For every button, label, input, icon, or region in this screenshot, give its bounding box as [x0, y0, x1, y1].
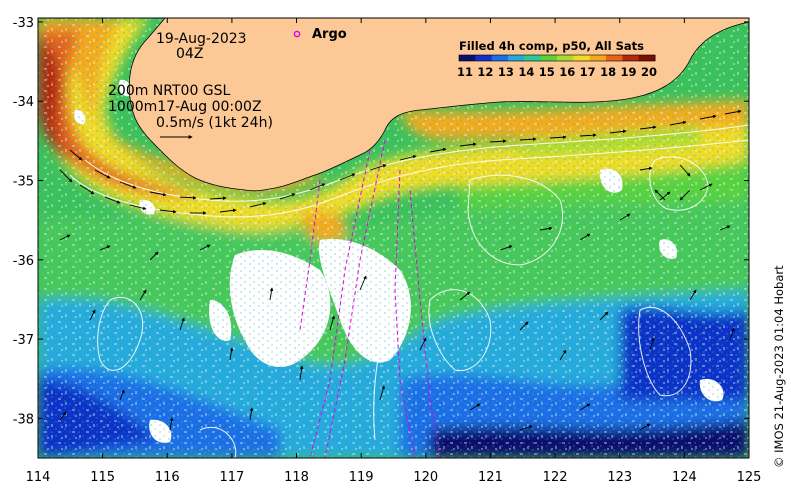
credit-line: © IMOS 21-Aug-2023 01:04 Hobart: [772, 265, 786, 468]
lat-tick-label: -38: [13, 412, 34, 427]
colorbar-tick-label: 20: [641, 65, 657, 79]
colorbar-swatch: [475, 55, 493, 61]
map-date: 19-Aug-2023: [156, 31, 247, 47]
argo-tracks: [299, 139, 441, 458]
lon-tick-label: 125: [737, 470, 762, 485]
colorbar-swatch: [557, 55, 574, 61]
colorbar-tick-label: 18: [600, 65, 616, 79]
colorbar-tick-label: 13: [498, 65, 514, 79]
lon-tick-label: 121: [478, 470, 503, 485]
colorbar-tick-label: 11: [457, 65, 473, 79]
colorbar-swatch: [491, 55, 509, 61]
lon-tick-label: 123: [607, 470, 632, 485]
lat-tick-label: -36: [13, 254, 34, 269]
colorbar-swatch: [589, 55, 607, 61]
colorbar-swatch: [573, 55, 591, 61]
plot-frame: [37, 17, 750, 459]
colorbar-swatch: [508, 55, 525, 61]
contour-info-line1: 200m NRT00 GSL: [108, 83, 231, 99]
sst-field: [38, 18, 749, 458]
colorbar-swatch: [622, 55, 640, 61]
lon-tick-label: 122: [543, 470, 568, 485]
lat-tick-label: -34: [13, 95, 34, 110]
map-time: 04Z: [176, 46, 203, 62]
colorbar-tick-label: 14: [518, 65, 534, 79]
axes: 114 115 116 117 118 119 120 121 122 123 124 125 -33 -…: [13, 16, 762, 485]
current-vectors: [59, 109, 742, 431]
colorbar-tick-label: 19: [621, 65, 637, 79]
lon-tick-label: 118: [284, 470, 309, 485]
colorbar-swatch: [540, 55, 558, 61]
colorbar-tick-label: 17: [580, 65, 596, 79]
lon-tick-label: 117: [219, 470, 244, 485]
colorbar-tick-label: 12: [477, 65, 493, 79]
colorbar-frame: [458, 54, 656, 62]
colorbar-swatch: [606, 55, 623, 61]
lon-tick-label: 120: [413, 470, 438, 485]
colorbar-tick-label: 15: [539, 65, 555, 79]
argo-label: Argo: [312, 27, 347, 42]
lon-tick-label: 119: [349, 470, 374, 485]
lon-tick-label: 115: [90, 470, 115, 485]
lon-tick-label: 114: [26, 470, 51, 485]
colorbar-swatch: [459, 55, 476, 61]
lon-tick-label: 124: [672, 470, 697, 485]
lon-tick-label: 116: [155, 470, 180, 485]
colorbar-swatch: [524, 55, 542, 61]
colorbar-swatch: [638, 55, 656, 61]
lat-tick-label: -35: [13, 175, 34, 190]
lat-tick-label: -37: [13, 333, 34, 348]
contour-info-line2: 1000m17-Aug 00:00Z: [108, 99, 262, 115]
argo-marker-icon: [293, 30, 301, 38]
colorbar-title: Filled 4h comp, p50, All Sats: [459, 39, 644, 53]
colorbar: 11 12 13 14 15 16 17 18 19 20: [457, 54, 657, 79]
lat-tick-label: -33: [13, 16, 34, 31]
velocity-scale-label: 0.5m/s (1kt 24h): [156, 115, 273, 131]
colorbar-tick-label: 16: [559, 65, 575, 79]
